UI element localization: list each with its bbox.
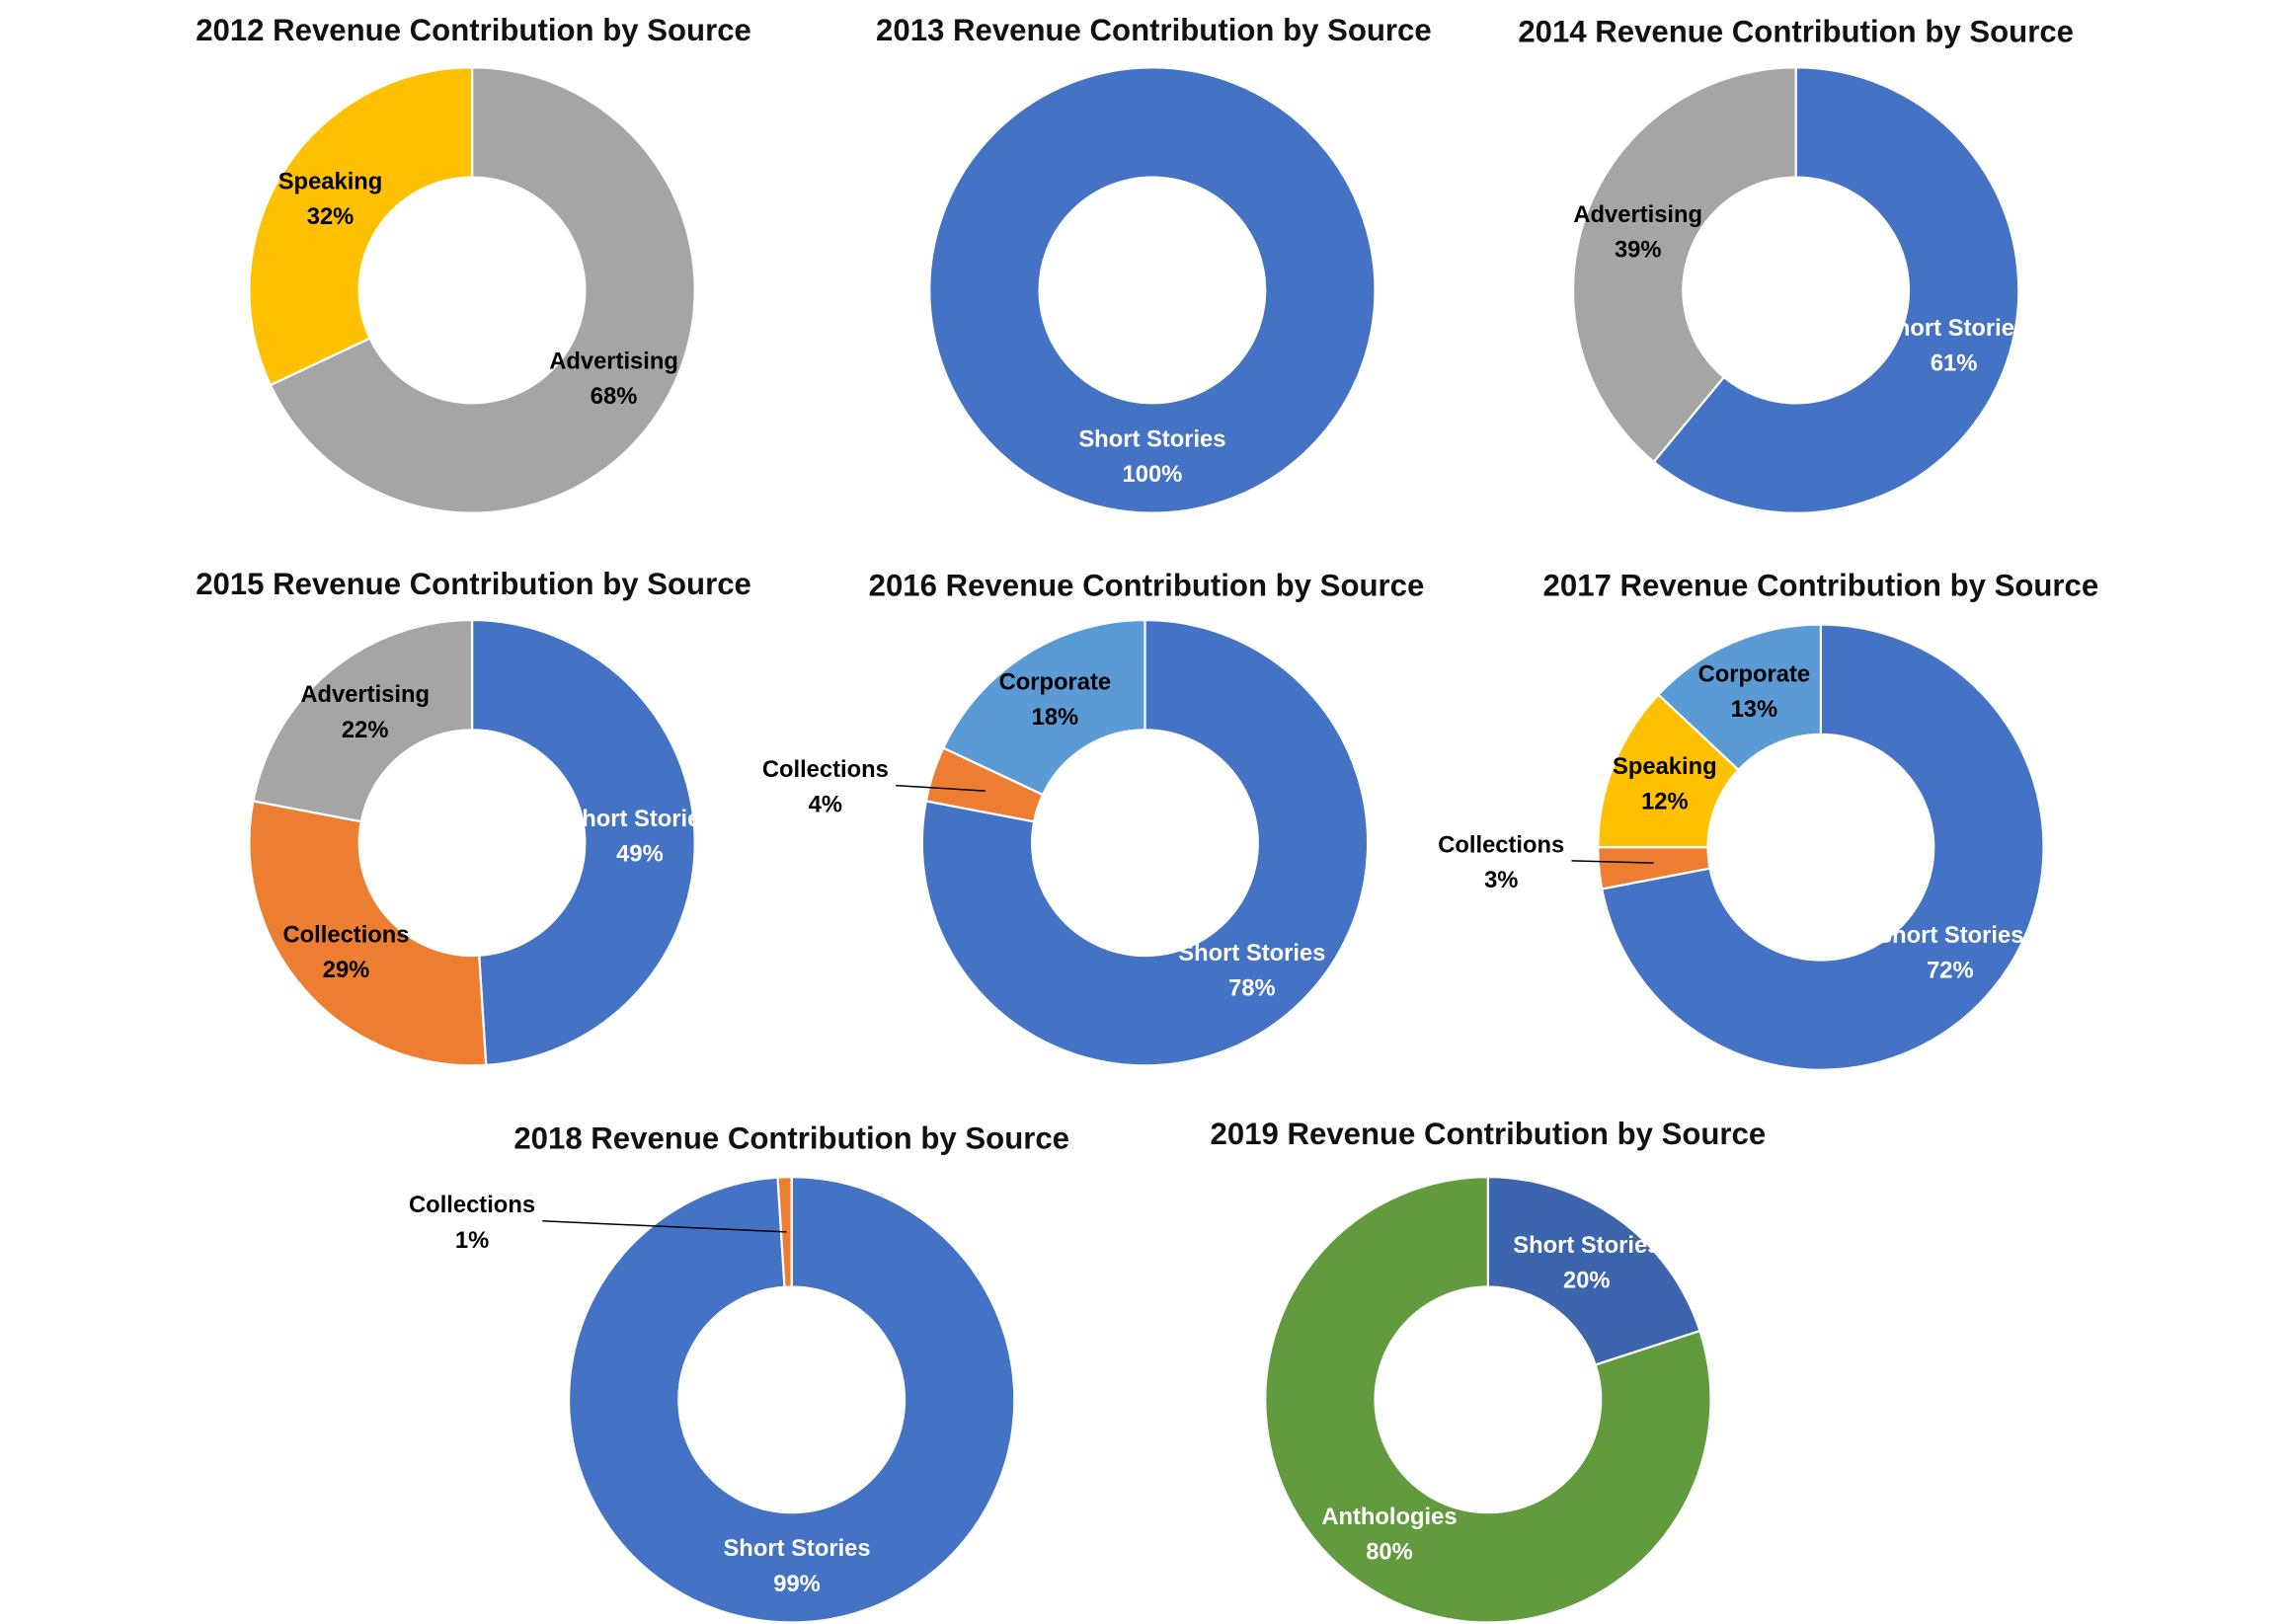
donut-chart: 2017 Revenue Contribution by Source Short… [1438, 569, 2099, 1071]
donut-slice [1600, 623, 2045, 1071]
donut-slice [1571, 66, 1797, 464]
donut-slice [252, 618, 474, 823]
data-label-category: Short Stories [1078, 425, 1225, 452]
data-label-category: Advertising [300, 681, 430, 708]
data-label-value: 99% [773, 1571, 821, 1597]
data-label-category: Short Stories [723, 1535, 870, 1562]
data-label-value: 20% [1563, 1267, 1611, 1293]
data-label-value: 13% [1731, 696, 1778, 723]
data-label-category: Short Stories [1513, 1232, 1660, 1259]
data-label-category: Collections [1438, 831, 1564, 858]
data-label-category: Anthologies [1321, 1504, 1457, 1530]
data-label-category: Short Stories [566, 806, 713, 832]
donut-chart: 2015 Revenue Contribution by Source Short… [196, 567, 751, 1067]
donut-chart: 2018 Revenue Contribution by Source Short… [409, 1121, 1069, 1624]
donut-slice [1486, 1176, 1701, 1366]
donut-slice [1652, 66, 2020, 514]
leader-line [542, 1220, 787, 1233]
data-label-value: 68% [591, 383, 638, 410]
data-label-value: 22% [342, 717, 389, 743]
data-label-value: 80% [1366, 1538, 1413, 1565]
chart-title: 2014 Revenue Contribution by Source [1518, 14, 2074, 48]
data-label-value: 78% [1228, 975, 1276, 1002]
data-label-category: Speaking [278, 168, 383, 194]
data-label-category: Short Stories [1880, 315, 2027, 342]
donut-chart: 2013 Revenue Contribution by Source Short… [876, 13, 1432, 514]
donut-slice [248, 800, 488, 1067]
data-label-value: 49% [616, 840, 664, 867]
donut-chart: 2012 Revenue Contribution by Source Adver… [196, 13, 751, 514]
data-label-value: 39% [1615, 236, 1662, 263]
leader-line [1571, 860, 1654, 864]
data-label-category: Short Stories [1178, 940, 1325, 967]
data-label-value: 61% [1931, 350, 1978, 377]
data-label-category: Collections [283, 922, 410, 949]
data-label-value: 12% [1641, 789, 1689, 815]
chart-title: 2017 Revenue Contribution by Source [1543, 569, 2099, 603]
data-label-value: 1% [455, 1227, 489, 1254]
donut-slice [941, 618, 1146, 797]
chart-title: 2016 Revenue Contribution by Source [869, 569, 1425, 603]
donut-slice [928, 66, 1377, 514]
data-label-category: Collections [409, 1192, 535, 1218]
donut-slice [1656, 623, 1823, 772]
data-label-value: 4% [809, 792, 842, 818]
chart-title: 2012 Revenue Contribution by Source [196, 13, 751, 47]
data-label-category: Short Stories [1876, 922, 2023, 949]
data-label-category: Advertising [1573, 201, 1702, 228]
data-label-category: Advertising [549, 348, 678, 375]
data-label-value: 72% [1927, 958, 1974, 984]
data-label-value: 32% [307, 203, 355, 230]
donut-chart: 2014 Revenue Contribution by Source Short… [1518, 14, 2074, 514]
data-label-value: 29% [323, 957, 370, 983]
donut-slice [248, 66, 474, 387]
donut-slice [269, 66, 696, 514]
data-label-category: Corporate [999, 669, 1112, 696]
data-label-value: 3% [1484, 867, 1518, 893]
donut-slice [920, 618, 1370, 1067]
donut-slice [470, 618, 696, 1067]
donut-chart: 2016 Revenue Contribution by Source Short… [762, 569, 1425, 1067]
chart-title: 2015 Revenue Contribution by Source [196, 567, 751, 601]
donut-slice [567, 1176, 1016, 1624]
chart-title: 2018 Revenue Contribution by Source [513, 1121, 1069, 1155]
donut-chart: 2019 Revenue Contribution by Source Short… [1211, 1117, 1767, 1624]
donut-slice [1264, 1176, 1712, 1624]
data-label-category: Speaking [1613, 753, 1717, 780]
data-label-category: Corporate [1698, 661, 1811, 688]
data-label-value: 100% [1123, 461, 1183, 488]
data-label-category: Collections [762, 756, 889, 783]
leader-line [896, 784, 986, 792]
chart-title: 2013 Revenue Contribution by Source [876, 13, 1432, 47]
data-label-value: 18% [1032, 704, 1079, 731]
chart-title: 2019 Revenue Contribution by Source [1211, 1117, 1767, 1151]
